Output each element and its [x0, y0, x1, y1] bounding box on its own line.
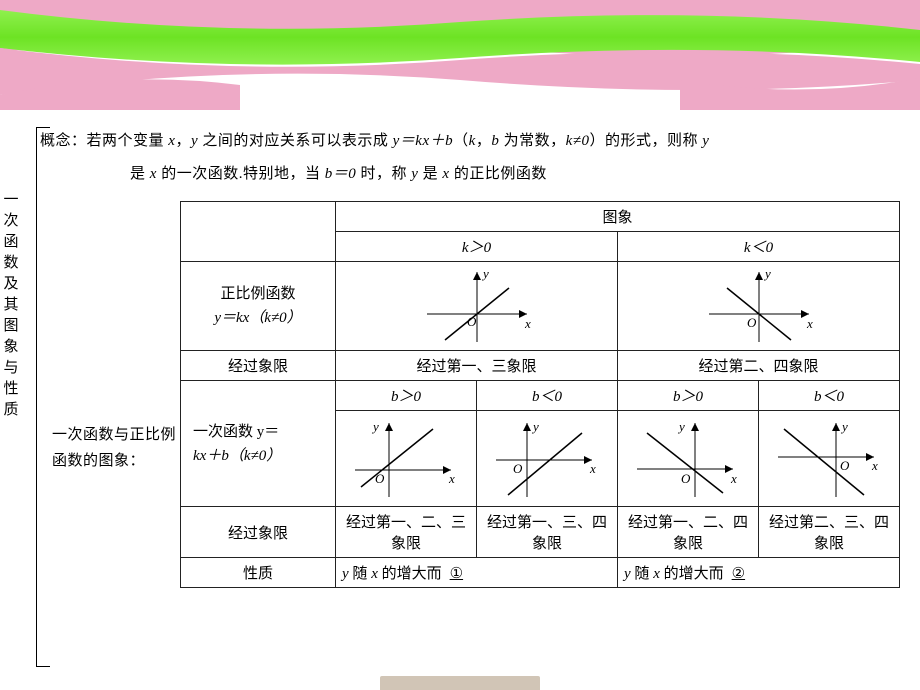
concept-text: 概念：若两个变量 x，y 之间的对应关系可以表示成 y＝kx＋b（k，b 为常数… [40, 125, 910, 191]
q-123: 经过第一、二、三象限 [336, 507, 477, 558]
b-pos-2: b＞0 [618, 381, 759, 411]
property-header: 性质 [181, 558, 336, 588]
header-image: 图象 [336, 202, 900, 232]
svg-text:y: y [481, 266, 489, 281]
graph-kpos-bpos: O x y [336, 411, 477, 507]
svg-text:O: O [467, 314, 477, 329]
function-table: 图象 k＞0 k＜0 正比例函数 y＝kx（k≠0） [180, 201, 900, 588]
prop-decrease: y 随 x 的增大而② [618, 558, 900, 588]
svg-text:O: O [840, 458, 850, 473]
q-134: 经过第一、三、四象限 [477, 507, 618, 558]
quad-13: 经过第一、三象限 [336, 351, 618, 381]
svg-text:O: O [513, 461, 523, 476]
vertical-title: 一次函数及其图象与性质 [3, 190, 19, 421]
svg-text:x: x [730, 471, 737, 486]
quadrant-header-2: 经过象限 [181, 507, 336, 558]
q-234: 经过第二、三、四象限 [759, 507, 900, 558]
svg-text:O: O [747, 315, 757, 330]
graph-kpos-bneg: O x y [477, 411, 618, 507]
bracket [36, 127, 50, 667]
svg-text:y: y [677, 419, 685, 434]
svg-text:x: x [524, 316, 531, 331]
table-row: 一次函数 y＝ kx＋b（k≠0） b＞0 b＜0 b＞0 b＜0 [181, 381, 900, 411]
graph-prop-neg: O x y [618, 262, 900, 351]
b-pos-1: b＞0 [336, 381, 477, 411]
svg-text:x: x [806, 316, 813, 331]
svg-text:y: y [840, 419, 848, 434]
svg-text:y: y [531, 419, 539, 434]
table-row: 正比例函数 y＝kx（k≠0） O x y [181, 262, 900, 351]
svg-text:x: x [448, 471, 455, 486]
svg-text:x: x [589, 461, 596, 476]
concept-line-1: 概念：若两个变量 x，y 之间的对应关系可以表示成 y＝kx＋b（k，b 为常数… [40, 125, 910, 158]
prop-func-label: 正比例函数 y＝kx（k≠0） [181, 262, 336, 351]
b-neg-2: b＜0 [759, 381, 900, 411]
quadrant-header: 经过象限 [181, 351, 336, 381]
table-wrap: 图象 k＞0 k＜0 正比例函数 y＝kx（k≠0） [180, 201, 900, 588]
bottom-shadow [380, 676, 540, 690]
svg-text:y: y [371, 419, 379, 434]
k-positive: k＞0 [336, 232, 618, 262]
q-124: 经过第一、二、四象限 [618, 507, 759, 558]
decorative-banner [0, 0, 920, 110]
k-negative: k＜0 [618, 232, 900, 262]
concept-line-2: 是 x 的一次函数.特别地，当 b＝0 时，称 y 是 x 的正比例函数 [130, 158, 910, 191]
b-neg-1: b＜0 [477, 381, 618, 411]
svg-text:y: y [763, 266, 771, 281]
svg-text:O: O [375, 471, 385, 486]
quad-24: 经过第二、四象限 [618, 351, 900, 381]
svg-text:x: x [871, 458, 878, 473]
table-row: 经过象限 经过第一、二、三象限 经过第一、三、四象限 经过第一、二、四象限 经过… [181, 507, 900, 558]
table-row: 性质 y 随 x 的增大而① y 随 x 的增大而② [181, 558, 900, 588]
prop-increase: y 随 x 的增大而① [336, 558, 618, 588]
sub-label: 一次函数与正比例函数的图象： [52, 423, 180, 474]
graph-prop-pos: O x y [336, 262, 618, 351]
table-row: 经过象限 经过第一、三象限 经过第二、四象限 [181, 351, 900, 381]
graph-kneg-bpos: O x y [618, 411, 759, 507]
linear-func-label: 一次函数 y＝ kx＋b（k≠0） [181, 381, 336, 507]
content-area: 概念：若两个变量 x，y 之间的对应关系可以表示成 y＝kx＋b（k，b 为常数… [10, 125, 910, 191]
table-row: 图象 [181, 202, 900, 232]
graph-kneg-bneg: O x y [759, 411, 900, 507]
svg-text:O: O [681, 471, 691, 486]
